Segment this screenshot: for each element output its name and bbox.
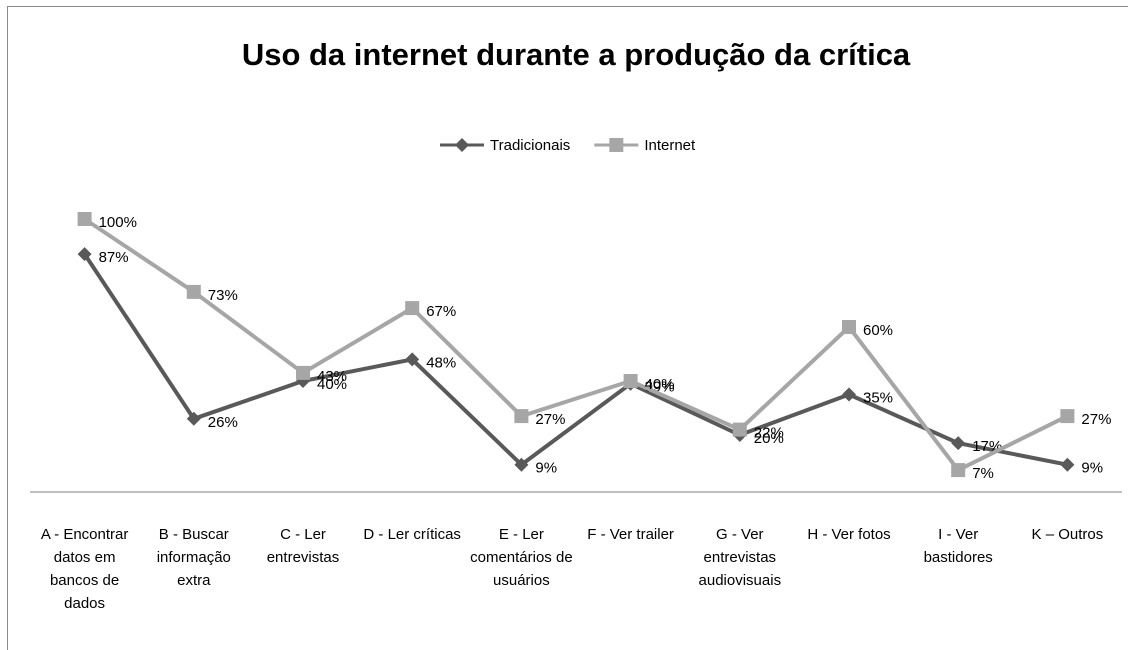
marker-diamond <box>842 387 856 402</box>
marker-square <box>623 374 638 388</box>
data-label: 73% <box>208 287 238 304</box>
x-tick-label: D - Ler críticas <box>363 526 461 543</box>
x-tick-label: G - Ver entrevistas audiovisuais <box>698 526 782 589</box>
x-tick-label: K – Outros <box>1031 526 1104 543</box>
data-label: 7% <box>972 465 994 482</box>
marker-square <box>609 138 624 152</box>
data-label: 27% <box>1081 411 1111 428</box>
chart-frame <box>7 6 1128 650</box>
series-line <box>82 252 1068 468</box>
data-label: 27% <box>535 411 565 428</box>
marker-square <box>732 422 747 437</box>
marker-square <box>842 320 856 334</box>
marker-square <box>1060 409 1075 424</box>
data-label: 43% <box>317 368 347 385</box>
marker-diamond <box>951 436 966 451</box>
marker-square <box>951 463 966 478</box>
data-label: 22% <box>754 425 784 442</box>
marker-diamond <box>514 457 529 472</box>
marker-diamond <box>405 352 420 367</box>
marker-square <box>405 301 420 316</box>
data-label: 87% <box>99 249 129 266</box>
marker-square <box>186 284 201 299</box>
series-line <box>83 217 1069 473</box>
x-tick-label: B - Buscar informação extra <box>156 526 231 589</box>
legend-label: Tradicionais <box>490 137 570 154</box>
x-tick-label: H - Ver fotos <box>807 526 891 543</box>
data-label: 67% <box>426 303 456 320</box>
marker-diamond <box>1060 457 1075 472</box>
chart-title: Uso da internet durante a produção da cr… <box>242 37 911 72</box>
marker-square <box>514 409 529 424</box>
data-label: 20% <box>754 430 784 447</box>
data-label: 40% <box>645 376 675 393</box>
marker-diamond <box>455 138 469 152</box>
legend-label: Internet <box>644 137 696 154</box>
x-tick-label: F - Ver trailer <box>587 526 674 543</box>
x-tick-label: A - Encontrar datos em bancos de dados <box>40 526 129 612</box>
x-tick-label: I - Ver bastidores <box>923 526 993 566</box>
marker-square <box>77 212 92 226</box>
marker-diamond <box>186 411 201 426</box>
data-label: 60% <box>863 322 893 339</box>
x-tick-label: E - Ler comentários de usuários <box>470 526 573 589</box>
data-label: 9% <box>535 460 557 477</box>
data-label: 48% <box>426 354 456 371</box>
data-label: 40% <box>317 376 347 393</box>
data-label: 100% <box>99 214 137 231</box>
data-label: 35% <box>863 389 893 406</box>
x-tick-label: C - Ler entrevistas <box>266 526 340 566</box>
data-label: 26% <box>208 414 238 431</box>
marker-square <box>296 365 310 380</box>
marker-diamond <box>77 247 92 262</box>
data-label: 9% <box>1081 460 1103 477</box>
